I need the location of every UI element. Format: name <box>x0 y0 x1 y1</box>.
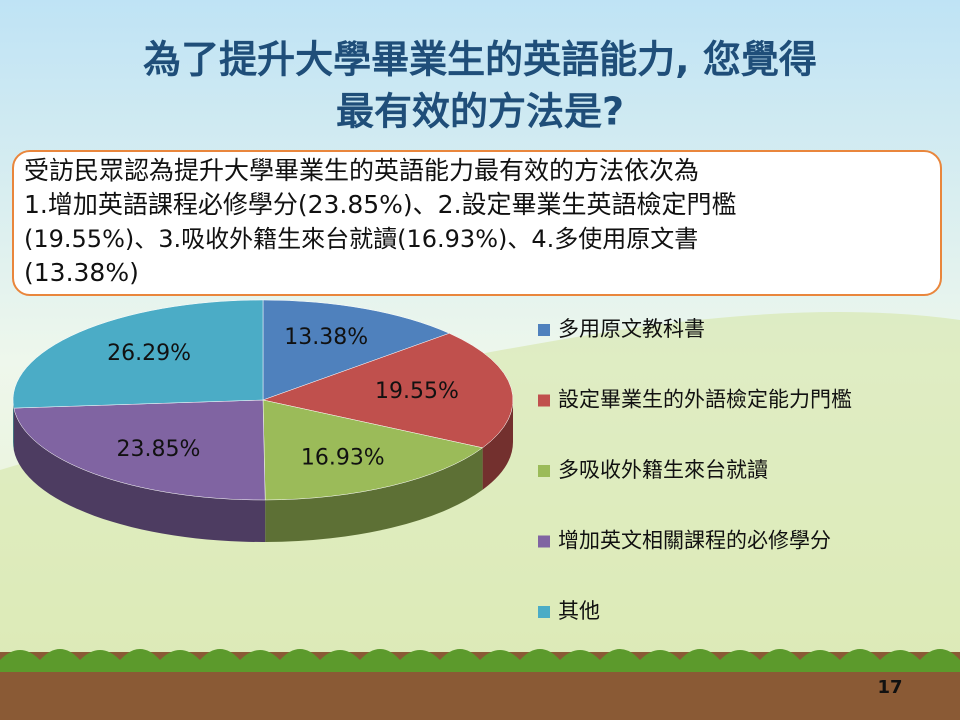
data-label: 16.93% <box>301 445 385 470</box>
legend-swatch <box>538 535 550 548</box>
pie-slice <box>262 399 484 501</box>
pie-slice <box>13 399 266 501</box>
pie-side <box>13 408 266 542</box>
data-label: 19.55% <box>375 379 459 404</box>
legend-label: 多用原文教科書 <box>558 317 705 341</box>
summary-line: (19.55%)、3.吸收外籍生來台就讀(16.93%)、4.多使用原文書 <box>24 225 699 253</box>
grass <box>0 649 960 672</box>
pie-side <box>265 447 483 542</box>
title-line: 為了提升大學畢業生的英語能力, 您覺得 <box>143 38 817 82</box>
legend-swatch <box>538 394 550 407</box>
legend-label: 其他 <box>558 599 600 623</box>
legend-swatch <box>538 324 550 336</box>
summary-line: (13.38%) <box>24 258 139 287</box>
pie-side <box>482 400 513 490</box>
legend-label: 多吸收外籍生來台就讀 <box>558 458 768 482</box>
legend-label: 設定畢業生的外語檢定能力門檻 <box>558 388 852 412</box>
legend-swatch <box>538 465 550 477</box>
data-label: 26.29% <box>107 341 191 366</box>
summary-line: 1.增加英語課程必修學分(23.85%)、2.設定畢業生英語檢定門檻 <box>24 190 737 219</box>
legend-swatch <box>538 606 550 618</box>
summary-box: 受訪民眾認為提升大學畢業生的英語能力最有效的方法依次為 1.增加英語課程必修學分… <box>12 150 942 296</box>
legend-label: 增加英文相關課程的必修學分 <box>558 529 831 553</box>
pie-slice <box>12 299 264 409</box>
summary-line: 受訪民眾認為提升大學畢業生的英語能力最有效的方法依次為 <box>24 156 700 185</box>
data-label: 23.85% <box>116 437 200 462</box>
pie-slice <box>262 299 450 401</box>
pie-slice <box>262 333 514 449</box>
page-number: 17 <box>877 677 902 698</box>
data-label: 13.38% <box>284 325 368 350</box>
title-line: 最有效的方法是? <box>336 90 624 134</box>
pie-side <box>13 400 14 451</box>
